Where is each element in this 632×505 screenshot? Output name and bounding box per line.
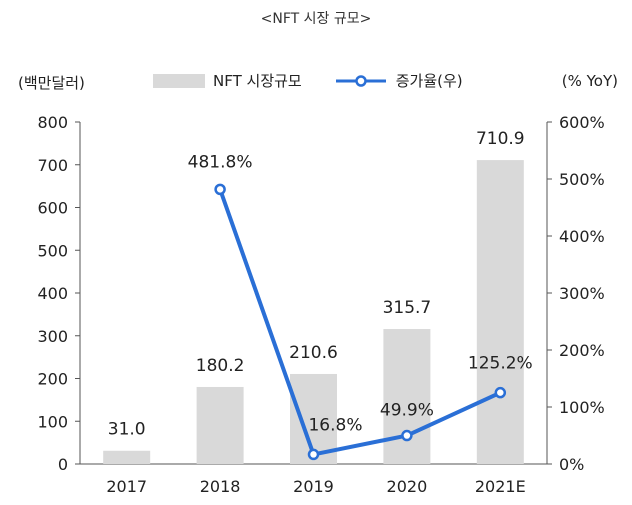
bar xyxy=(383,329,431,464)
left-axis-unit: (백만달러) xyxy=(18,74,85,92)
right-tick-label: 500% xyxy=(559,170,605,189)
bar-value-label: 31.0 xyxy=(108,420,146,440)
right-tick-label: 600% xyxy=(559,113,605,132)
growth-line xyxy=(218,188,502,457)
growth-point xyxy=(401,429,413,442)
left-tick-label: 800 xyxy=(37,113,68,132)
growth-point xyxy=(307,448,320,461)
left-tick-label: 500 xyxy=(37,241,68,260)
right-tick-label: 400% xyxy=(559,227,605,246)
right-axis-unit: (% YoY) xyxy=(561,72,618,90)
left-tick-label: 700 xyxy=(37,156,68,175)
right-tick-label: 300% xyxy=(559,284,605,303)
left-tick-label: 400 xyxy=(37,284,68,303)
right-tick-label: 200% xyxy=(559,341,605,360)
bar-value-label: 710.9 xyxy=(476,129,525,149)
x-tick-label: 2017 xyxy=(106,477,147,496)
growth-value-label: 16.8% xyxy=(308,415,362,435)
growth-point xyxy=(214,183,226,196)
legend-line-swatch xyxy=(335,74,386,87)
growth-point xyxy=(494,386,507,399)
bar xyxy=(476,160,524,464)
bar xyxy=(103,450,151,464)
growth-value-label: 49.9% xyxy=(380,401,434,421)
bar xyxy=(196,386,244,464)
right-tick-label: 0% xyxy=(559,455,584,474)
left-tick-label: 100 xyxy=(37,412,68,431)
legend-bar-label: NFT 시장규모 xyxy=(213,72,302,90)
left-tick-label: 300 xyxy=(37,327,68,346)
chart-title: <NFT 시장 규모> xyxy=(260,11,372,27)
x-tick-label: 2019 xyxy=(293,477,334,496)
bar-value-label: 180.2 xyxy=(196,356,245,376)
left-tick-label: 0 xyxy=(58,455,68,474)
x-tick-label: 2021E xyxy=(475,477,526,496)
left-tick-label: 200 xyxy=(37,370,68,389)
left-tick-label: 600 xyxy=(37,199,68,218)
x-tick-label: 2018 xyxy=(200,477,241,496)
legend-item-bar: NFT 시장규모 xyxy=(153,70,302,91)
legend-line-label: 증가율(우) xyxy=(395,72,463,90)
growth-value-label: 125.2% xyxy=(468,354,533,374)
bar-value-label: 210.6 xyxy=(289,343,338,363)
legend: NFT 시장규모 증가율(우) xyxy=(153,70,463,91)
x-tick-label: 2020 xyxy=(387,477,428,496)
legend-item-line: 증가율(우) xyxy=(334,70,463,91)
growth-value-label: 481.8% xyxy=(188,152,253,172)
bar-value-label: 315.7 xyxy=(383,298,432,318)
right-tick-label: 100% xyxy=(559,398,605,417)
legend-bar-swatch xyxy=(153,73,205,88)
